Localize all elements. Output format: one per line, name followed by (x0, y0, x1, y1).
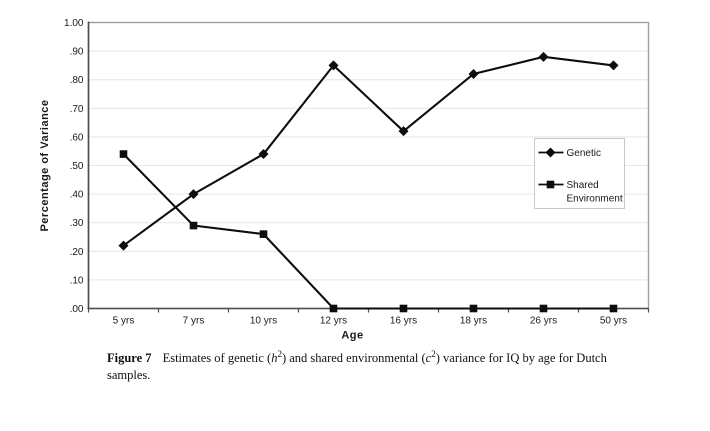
data-point-genetic (118, 240, 129, 251)
y-tick-label: .10 (70, 275, 84, 286)
y-tick-label: .00 (70, 304, 84, 315)
data-point-genetic (398, 126, 409, 137)
data-point-shared-environment (399, 304, 408, 313)
line-chart: 1.00 .90 .80 .70 .60 .50 .40 .30 .20 .10 .00 5 yrs 7… (39, 18, 650, 342)
x-tick-label: 16 yrs (390, 316, 417, 327)
data-point-shared-environment (119, 150, 128, 158)
y-tick-label: .20 (70, 247, 84, 258)
x-tick-label: 18 yrs (460, 316, 487, 327)
data-point-genetic (328, 60, 339, 71)
y-tick-label: .70 (70, 104, 84, 115)
data-point-genetic (188, 189, 199, 200)
data-point-genetic (258, 149, 269, 160)
data-point-shared-environment (189, 221, 198, 230)
caption-superscript: 2 (431, 348, 436, 359)
legend-label: Environment (567, 194, 623, 205)
x-tick-label: 26 yrs (530, 316, 557, 327)
y-tick-label: .40 (70, 190, 84, 201)
figure-caption: Figure 7 Estimates of genetic (h2) and sh… (107, 348, 619, 383)
legend-diamond-marker (545, 147, 556, 158)
caption-superscript: 2 (277, 348, 282, 359)
y-tick-label: 1.00 (64, 18, 84, 29)
y-axis-title: Percentage of Variance (39, 99, 51, 231)
x-tick-label: 5 yrs (113, 316, 135, 327)
data-point-genetic (538, 51, 549, 62)
data-point-shared-environment (609, 304, 618, 313)
legend-square-marker (546, 180, 555, 189)
legend-label: Genetic (567, 148, 601, 159)
figure-caption-label: Figure 7 (107, 351, 152, 365)
series-line-shared-environment (122, 153, 614, 310)
data-point-shared-environment (329, 304, 338, 313)
data-point-shared-environment (259, 230, 268, 238)
x-tick-label: 7 yrs (183, 316, 205, 327)
data-point-shared-environment (539, 304, 548, 313)
x-tick-label: 50 yrs (600, 316, 627, 327)
y-tick-label: .50 (70, 161, 84, 172)
x-tick-label: 12 yrs (320, 316, 347, 327)
x-axis-title: Age (341, 330, 363, 342)
caption-segment: h (271, 351, 278, 365)
y-tick-label: .60 (70, 132, 84, 143)
y-tick-label: .90 (70, 47, 84, 58)
caption-segment: c (425, 351, 432, 365)
caption-segment: ) and shared environmental ( (281, 351, 426, 365)
caption-segment: ) variance for IQ by age for Dutch sampl… (107, 351, 607, 382)
y-tick-label: .80 (70, 75, 84, 86)
x-tick-label: 10 yrs (250, 316, 277, 327)
caption-segment: Estimates of genetic ( (162, 351, 272, 365)
data-point-shared-environment (469, 304, 478, 313)
series-line-genetic (122, 55, 614, 247)
y-tick-label: .30 (70, 218, 84, 229)
data-point-genetic (468, 68, 479, 79)
figure-caption-text: Estimates of genetic (h2) and shared env… (107, 348, 607, 382)
data-point-genetic (608, 60, 619, 71)
legend-label: Shared (567, 180, 599, 191)
